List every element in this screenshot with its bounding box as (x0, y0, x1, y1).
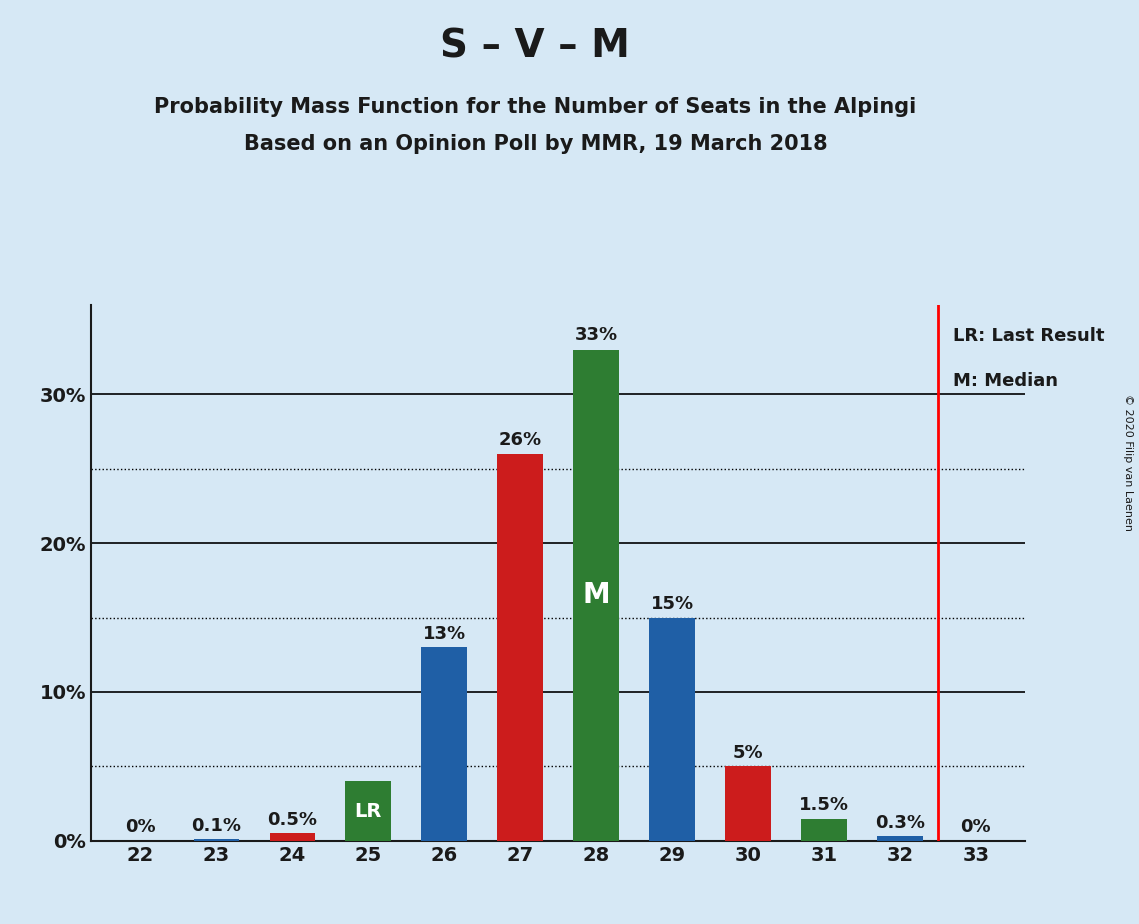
Text: © 2020 Filip van Laenen: © 2020 Filip van Laenen (1123, 394, 1133, 530)
Text: 5%: 5% (732, 744, 763, 762)
Bar (194, 839, 239, 841)
Text: 15%: 15% (650, 595, 694, 614)
Text: 0.1%: 0.1% (191, 817, 241, 835)
Bar (345, 782, 391, 841)
Bar (498, 454, 543, 841)
Text: 33%: 33% (574, 325, 617, 344)
Text: M: M (582, 581, 609, 609)
Text: 1.5%: 1.5% (798, 796, 849, 814)
Text: M: Median: M: Median (953, 372, 1058, 390)
Text: LR: LR (354, 801, 382, 821)
Text: 0.5%: 0.5% (268, 811, 318, 829)
Bar (421, 648, 467, 841)
Bar (573, 349, 618, 841)
Bar (801, 819, 846, 841)
Text: S – V – M: S – V – M (441, 28, 630, 66)
Text: LR: Last Result: LR: Last Result (953, 327, 1105, 346)
Bar (877, 836, 923, 841)
Text: 26%: 26% (499, 432, 542, 449)
Text: 0.3%: 0.3% (875, 814, 925, 832)
Bar (270, 833, 316, 841)
Text: 13%: 13% (423, 625, 466, 643)
Text: 0%: 0% (125, 819, 156, 836)
Bar (726, 766, 771, 841)
Bar (649, 617, 695, 841)
Text: Based on an Opinion Poll by MMR, 19 March 2018: Based on an Opinion Poll by MMR, 19 Marc… (244, 134, 827, 154)
Text: Probability Mass Function for the Number of Seats in the Alpingi: Probability Mass Function for the Number… (154, 97, 917, 117)
Text: 0%: 0% (960, 819, 991, 836)
